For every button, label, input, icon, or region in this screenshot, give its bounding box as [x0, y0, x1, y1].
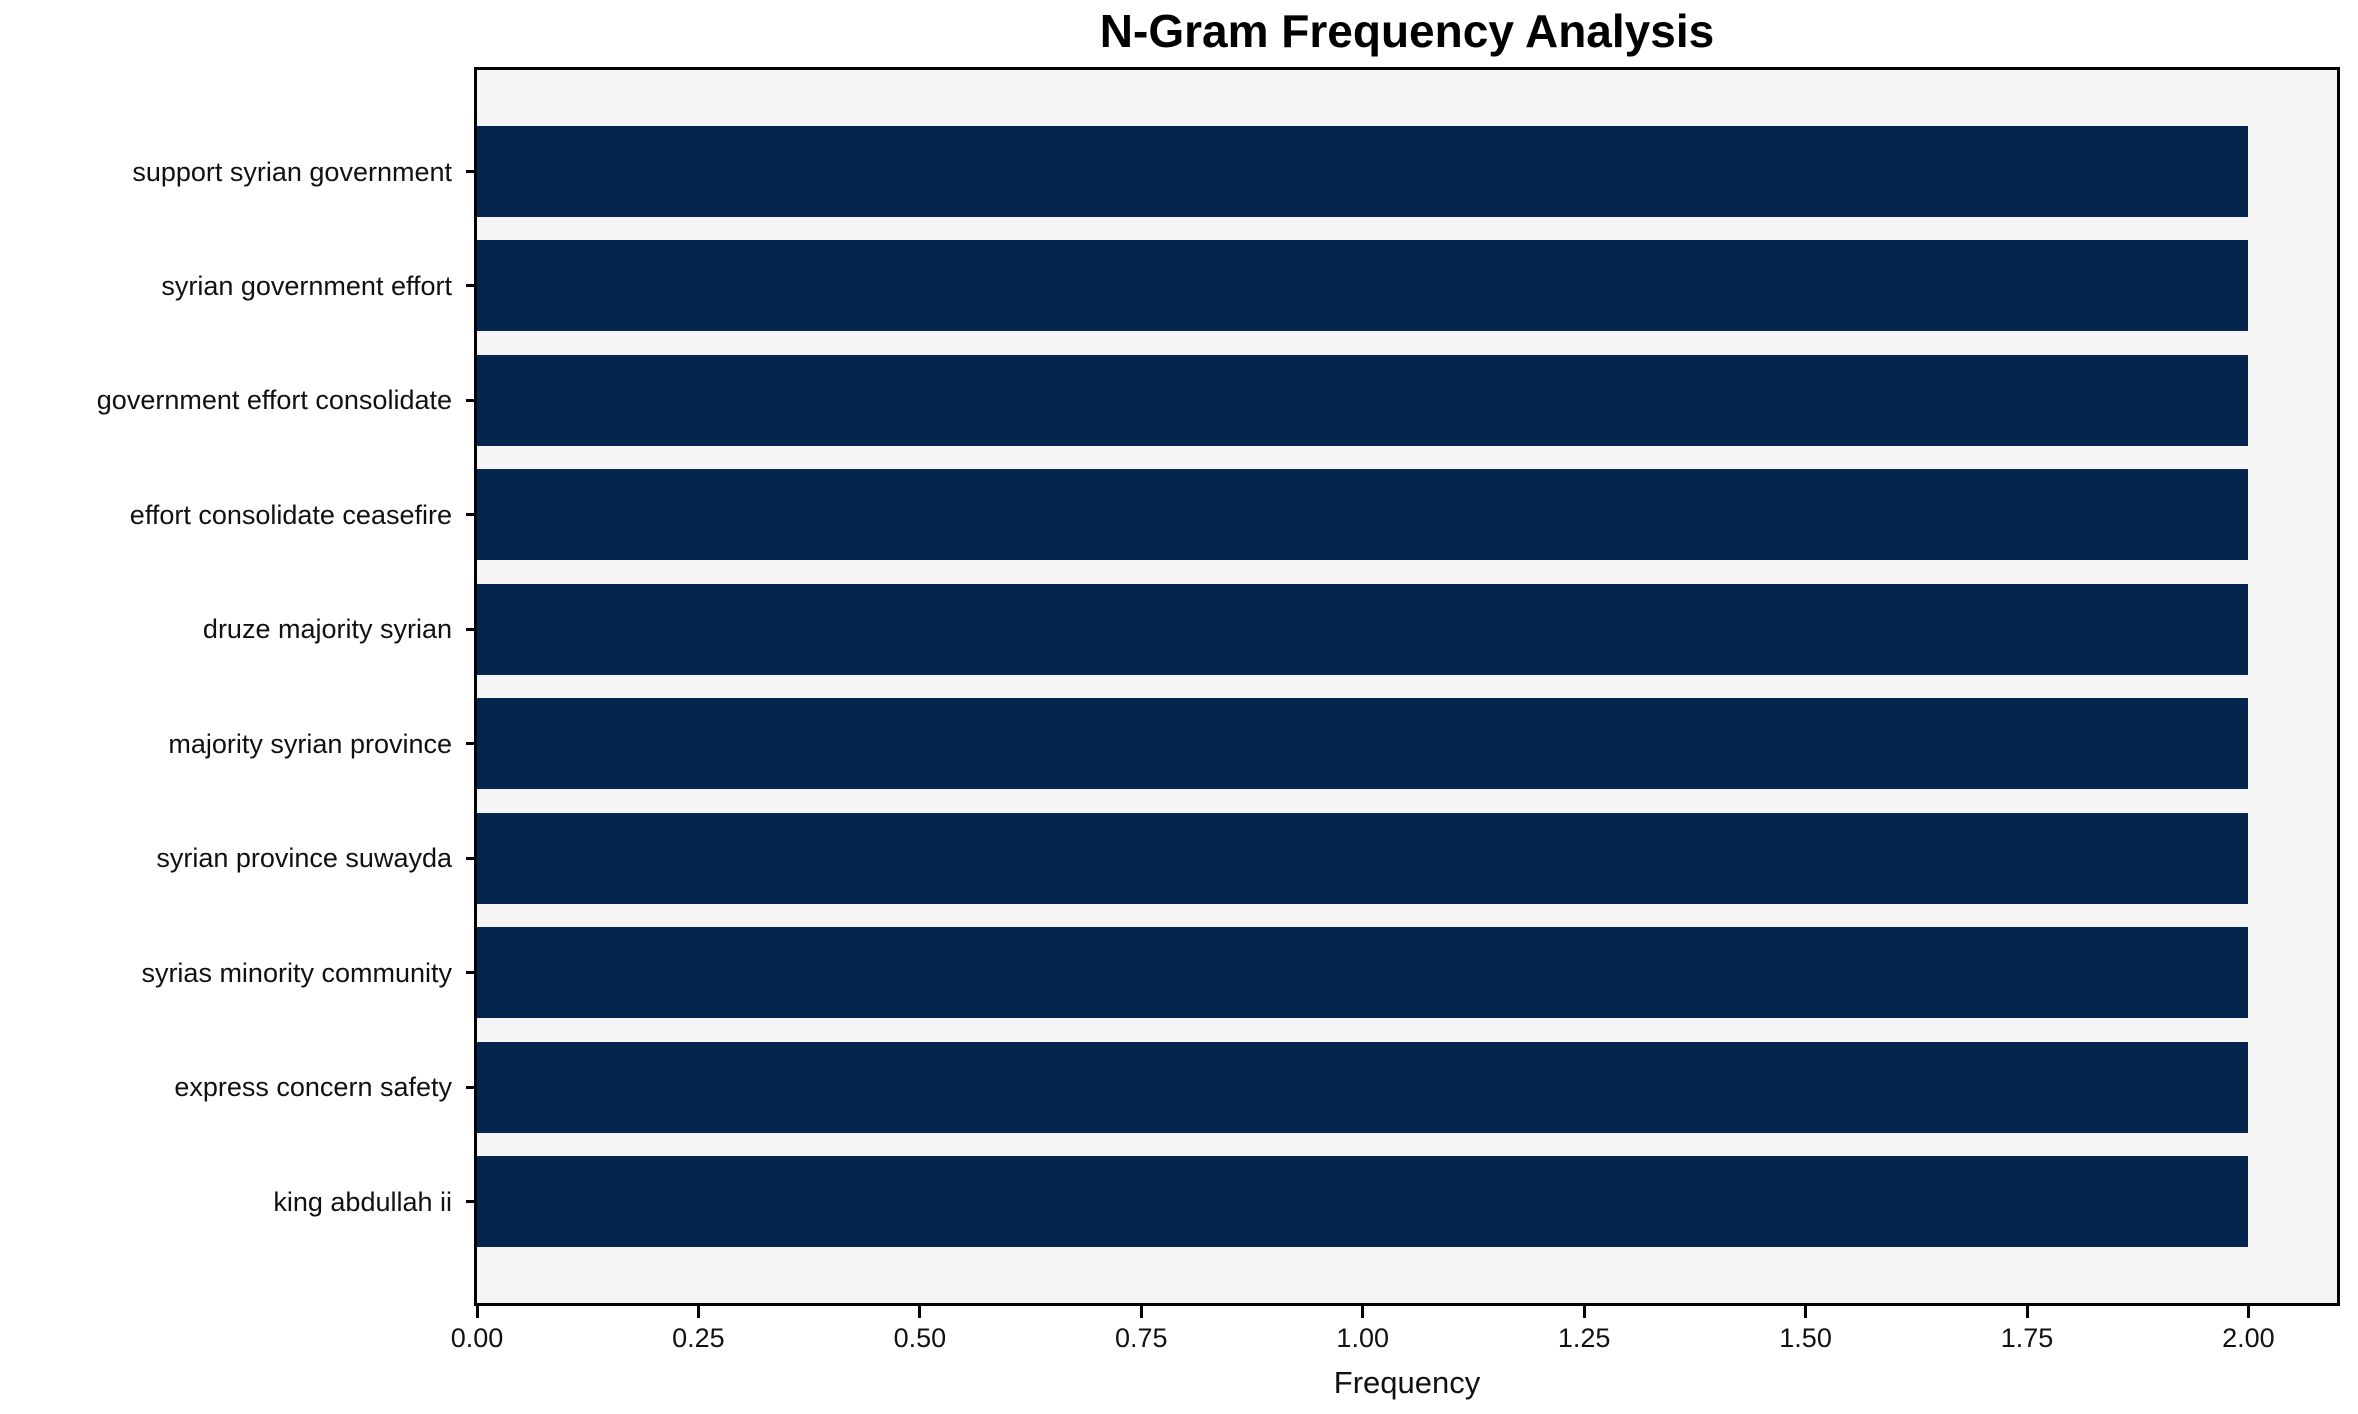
y-tick-label: effort consolidate ceasefire — [129, 499, 452, 530]
x-tick-label: 0.00 — [450, 1323, 504, 1353]
x-tick-mark — [1139, 1305, 1143, 1318]
x-tick-mark — [475, 1305, 479, 1318]
x-tick-label: 1.25 — [1557, 1323, 1611, 1353]
x-tick-label: 0.25 — [672, 1323, 725, 1353]
y-tick-label: druze majority syrian — [202, 614, 452, 645]
bar — [477, 126, 2249, 217]
x-tick-mark — [918, 1305, 922, 1318]
x-tick-label: 1.00 — [1336, 1323, 1389, 1353]
bar — [477, 927, 2249, 1019]
bar — [477, 1041, 2249, 1133]
x-tick-label: 0.50 — [893, 1323, 947, 1353]
y-tick-mark — [466, 856, 476, 860]
y-tick-mark — [466, 398, 476, 402]
bar — [477, 469, 2249, 561]
y-tick-mark — [466, 284, 476, 288]
x-tick-mark — [2246, 1305, 2250, 1318]
y-tick-label: government effort consolidate — [96, 385, 452, 416]
y-tick-label: king abdullah ii — [273, 1186, 452, 1217]
bar — [477, 583, 2249, 675]
bar — [477, 812, 2249, 904]
bar — [477, 240, 2249, 332]
y-tick-label: support syrian government — [132, 156, 452, 187]
bar — [477, 698, 2249, 790]
x-tick-mark — [2025, 1305, 2029, 1318]
y-tick-mark — [466, 627, 476, 631]
y-tick-mark — [466, 513, 476, 517]
x-tick-label: 2.00 — [2222, 1323, 2275, 1353]
y-tick-mark — [466, 1200, 476, 1203]
x-tick-label: 0.75 — [1115, 1323, 1168, 1353]
bar — [477, 1156, 2249, 1247]
x-axis-label: Frequency — [1333, 1365, 1481, 1400]
y-tick-label: syrias minority community — [141, 957, 452, 988]
chart-title: N-Gram Frequency Analysis — [1099, 5, 1715, 57]
bar — [477, 354, 2249, 446]
y-tick-label: express concern safety — [174, 1072, 452, 1103]
y-tick-mark — [466, 1085, 476, 1089]
y-tick-label: syrian government effort — [161, 270, 452, 301]
x-tick-mark — [1804, 1305, 1808, 1318]
x-tick-mark — [1361, 1305, 1365, 1318]
y-tick-mark — [466, 971, 476, 975]
y-tick-mark — [466, 170, 476, 173]
x-tick-label: 1.75 — [2000, 1323, 2054, 1353]
y-tick-mark — [466, 742, 476, 746]
x-tick-mark — [696, 1305, 700, 1318]
x-tick-mark — [1582, 1305, 1586, 1318]
y-tick-label: syrian province suwayda — [156, 843, 452, 874]
y-tick-label: majority syrian province — [168, 728, 452, 759]
x-tick-label: 1.50 — [1779, 1323, 1832, 1353]
